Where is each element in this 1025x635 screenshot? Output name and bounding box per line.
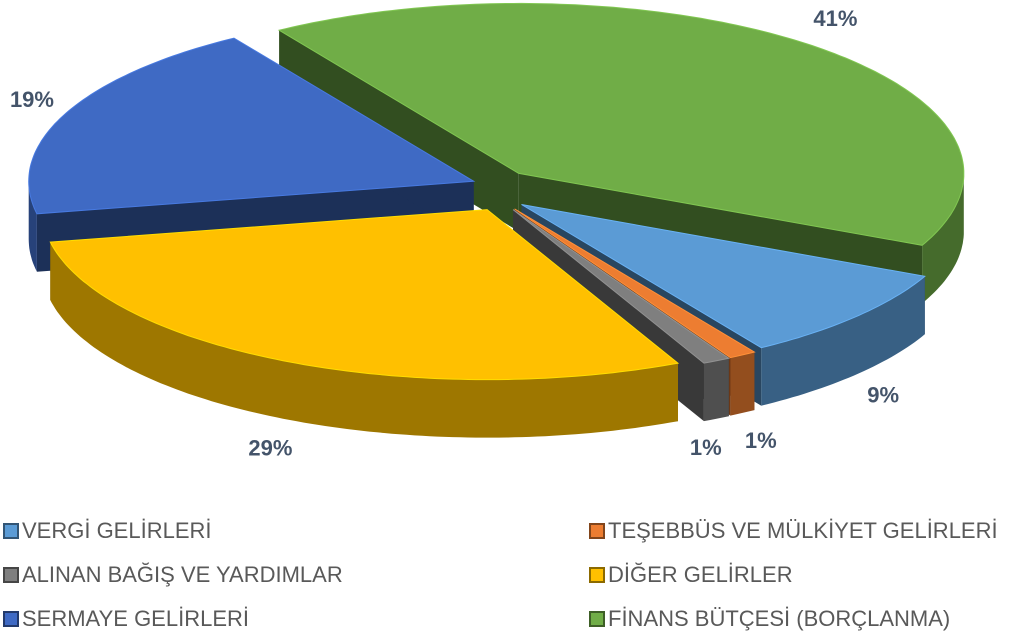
legend-item: TEŞEBBÜS VE MÜLKİYET GELİRLERİ (589, 518, 998, 543)
legend-label: ALINAN BAĞIŞ VE YARDIMLAR (22, 562, 343, 587)
slice (521, 204, 926, 349)
slice (28, 37, 476, 215)
legend-item: ALINAN BAĞIŞ VE YARDIMLAR (3, 562, 343, 587)
legend-item: FİNANS BÜTÇESİ (BORÇLANMA) (589, 606, 950, 631)
legend-label: FİNANS BÜTÇESİ (BORÇLANMA) (608, 606, 950, 631)
legend-item: SERMAYE GELİRLERİ (3, 606, 249, 631)
data-label: 41% (813, 6, 857, 31)
legend-swatch (589, 567, 605, 583)
legend-swatch (589, 611, 605, 627)
legend-swatch (3, 611, 19, 627)
slice-side (50, 242, 679, 438)
legend-item: VERGİ GELİRLERİ (3, 518, 212, 543)
slice-side (28, 181, 37, 272)
legend-swatch (3, 567, 19, 583)
data-label: 1% (690, 435, 722, 460)
pie-tops (28, 2, 965, 381)
legend-label: DİĞER GELİRLER (608, 562, 793, 587)
slice-side (730, 352, 755, 416)
slice-side (703, 358, 729, 422)
legend-label: TEŞEBBÜS VE MÜLKİYET GELİRLERİ (608, 518, 998, 543)
data-label: 29% (248, 436, 292, 461)
slice-side (761, 276, 925, 406)
legend-label: SERMAYE GELİRLERİ (22, 606, 249, 631)
legend-swatch (589, 523, 605, 539)
slice-side (922, 173, 964, 304)
data-label: 1% (745, 428, 777, 453)
legend-swatch (3, 523, 19, 539)
legend-item: DİĞER GELİRLER (589, 562, 793, 587)
data-label: 9% (867, 383, 899, 408)
slice (514, 208, 756, 359)
slice (49, 209, 680, 381)
data-label: 19% (10, 87, 54, 112)
legend-label: VERGİ GELİRLERİ (22, 518, 212, 543)
slice (277, 2, 965, 246)
slice (512, 209, 731, 364)
